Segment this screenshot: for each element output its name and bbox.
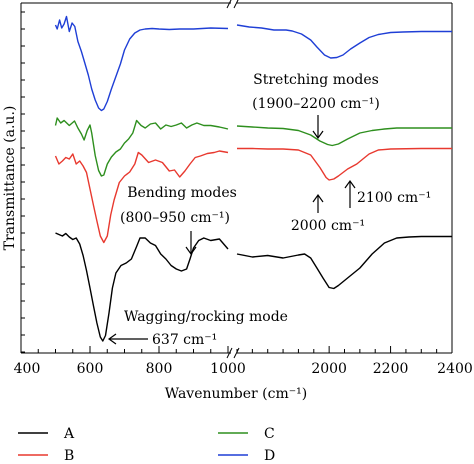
- stretching-modes-range: (1900–2200 cm⁻¹): [252, 96, 380, 112]
- series-a-line-right: [236, 235, 452, 290]
- x-tick-label: 600: [77, 361, 104, 377]
- legend-label-b: B: [64, 448, 74, 464]
- legend: AB CD: [18, 426, 275, 464]
- bending-modes-title: Bending modes: [127, 185, 237, 201]
- bending-modes-range: (800–950 cm⁻¹): [120, 210, 230, 226]
- wagging-mode-label: Wagging/rocking mode: [124, 309, 288, 325]
- x-tick-label: 2400: [437, 361, 473, 377]
- y-axis-ticks: [21, 11, 25, 353]
- x-axis-ticks: [20, 346, 453, 353]
- x-tick-label: 800: [146, 361, 173, 377]
- x-tick-label: 400: [14, 361, 41, 377]
- x-axis-label: Wavenumber (cm⁻¹): [165, 386, 307, 402]
- series-layer: [54, 15, 452, 342]
- peak-2100-label: 2100 cm⁻¹: [357, 190, 431, 206]
- series-a-line-left: [55, 232, 229, 342]
- x-tick-label: 2000: [311, 361, 347, 377]
- x-axis-tick-labels: 400 600 800 1000 2000 2200 2400: [14, 361, 473, 377]
- peak-637-label: 637 cm⁻¹: [152, 332, 217, 348]
- series-c-line-right: [236, 125, 452, 147]
- legend-label-c: C: [264, 426, 275, 442]
- stretching-modes-title: Stretching modes: [253, 72, 379, 88]
- legend-label-a: A: [63, 426, 75, 442]
- series-d-line-right: [236, 24, 452, 59]
- peak-2000-label: 2000 cm⁻¹: [291, 218, 365, 234]
- series-b-line-left: [54, 150, 229, 244]
- series-b-line-right: [237, 147, 452, 181]
- axis-break-gap: [229, 3, 239, 357]
- x-tick-label: 1000: [210, 361, 246, 377]
- series-c-line-left: [54, 117, 229, 177]
- y-axis-label: Transmittance (a.u.): [2, 106, 18, 251]
- series-d-line-left: [54, 15, 229, 112]
- x-tick-label: 2200: [373, 361, 409, 377]
- annotation-arrows: [107, 115, 356, 345]
- legend-label-d: D: [264, 448, 275, 464]
